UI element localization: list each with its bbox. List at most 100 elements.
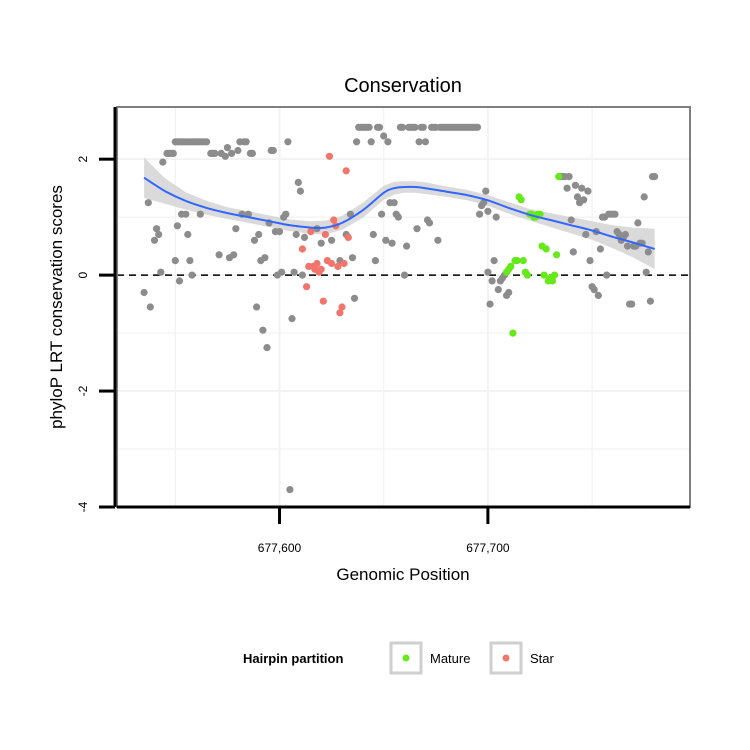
point-other [421, 138, 429, 146]
point-star [325, 152, 334, 160]
point-other [603, 271, 611, 279]
point-other [596, 245, 605, 253]
point-other [298, 271, 306, 279]
point-other [186, 257, 194, 265]
point-other [353, 138, 361, 146]
point-other [290, 268, 298, 276]
point-other [375, 123, 384, 131]
point-other [492, 213, 500, 221]
y-tick-label: 2 [76, 156, 90, 163]
legend-label-mature: Mature [430, 651, 470, 666]
point-other [586, 257, 594, 265]
x-tick-label: 677,600 [258, 541, 302, 555]
point-other [171, 257, 179, 265]
point-other [400, 271, 409, 279]
legend: Hairpin partition Mature Star [243, 641, 555, 675]
point-other [286, 486, 294, 494]
point-star [334, 262, 342, 270]
point-other [634, 219, 642, 227]
point-other [284, 138, 292, 146]
axes: -4 -2 0 2 677,600 677,700 [76, 107, 690, 555]
point-other [434, 236, 442, 244]
y-tick-label: 0 [76, 271, 90, 278]
point-other [173, 222, 181, 230]
point-star [313, 259, 321, 268]
point-other [275, 228, 284, 236]
point-other [350, 294, 359, 302]
point-other [594, 291, 602, 299]
point-other [473, 123, 482, 131]
point-other [203, 138, 211, 146]
panel-background [117, 107, 690, 507]
point-other [415, 138, 423, 146]
point-other [388, 239, 396, 247]
point-other [569, 248, 577, 256]
legend-key-mature [389, 641, 423, 675]
point-other [563, 184, 571, 192]
point-other [278, 268, 286, 276]
point-other [255, 230, 263, 239]
point-other [328, 236, 336, 244]
point-star [303, 283, 311, 291]
point-star [342, 167, 350, 175]
point-other [250, 236, 259, 244]
point-other [384, 138, 392, 146]
point-mature [551, 271, 559, 279]
legend-dot-star [502, 654, 510, 662]
point-other [640, 193, 648, 201]
point-other [196, 210, 204, 218]
point-other [378, 210, 386, 218]
y-tick-label: -2 [76, 385, 90, 396]
series-other [140, 123, 659, 494]
chart-title: Conservation [344, 75, 462, 97]
point-other [484, 268, 492, 276]
legend-item-mature: Mature [389, 641, 470, 675]
point-other [580, 196, 588, 204]
point-mature [519, 257, 527, 265]
point-other [317, 239, 325, 247]
point-other [288, 315, 296, 323]
legend-item-star: Star [489, 641, 555, 675]
point-mature [517, 196, 525, 204]
point-other [182, 210, 190, 218]
point-other [494, 286, 502, 294]
point-other [565, 173, 573, 181]
point-star [338, 303, 346, 311]
x-tick-label: 677,700 [466, 541, 510, 555]
point-other [651, 173, 659, 181]
point-other [480, 199, 488, 207]
point-other [578, 184, 586, 192]
point-mature [509, 329, 517, 337]
point-star [344, 233, 352, 241]
point-other [155, 230, 163, 239]
series-mature [503, 173, 563, 337]
point-other [263, 344, 271, 352]
point-other [232, 225, 240, 233]
point-other [157, 268, 165, 276]
point-other [590, 286, 598, 294]
point-other [365, 123, 373, 131]
point-other [584, 187, 592, 195]
point-other [282, 210, 290, 218]
point-other [567, 216, 575, 224]
y-tick-label: -4 [76, 501, 90, 512]
point-other [269, 146, 277, 155]
point-star [328, 259, 336, 268]
point-other [367, 138, 375, 146]
point-other [621, 230, 630, 239]
legend-label-star: Star [530, 651, 555, 666]
point-other [188, 271, 196, 279]
point-other [153, 225, 161, 233]
point-other [253, 303, 261, 311]
point-other [159, 158, 167, 166]
point-other [221, 152, 229, 160]
point-mature [523, 271, 532, 279]
point-mature [540, 271, 548, 279]
point-other [394, 213, 402, 221]
point-other [476, 210, 484, 218]
point-other [175, 277, 184, 285]
point-other [482, 187, 490, 195]
point-other [646, 297, 655, 305]
point-other [230, 251, 238, 259]
